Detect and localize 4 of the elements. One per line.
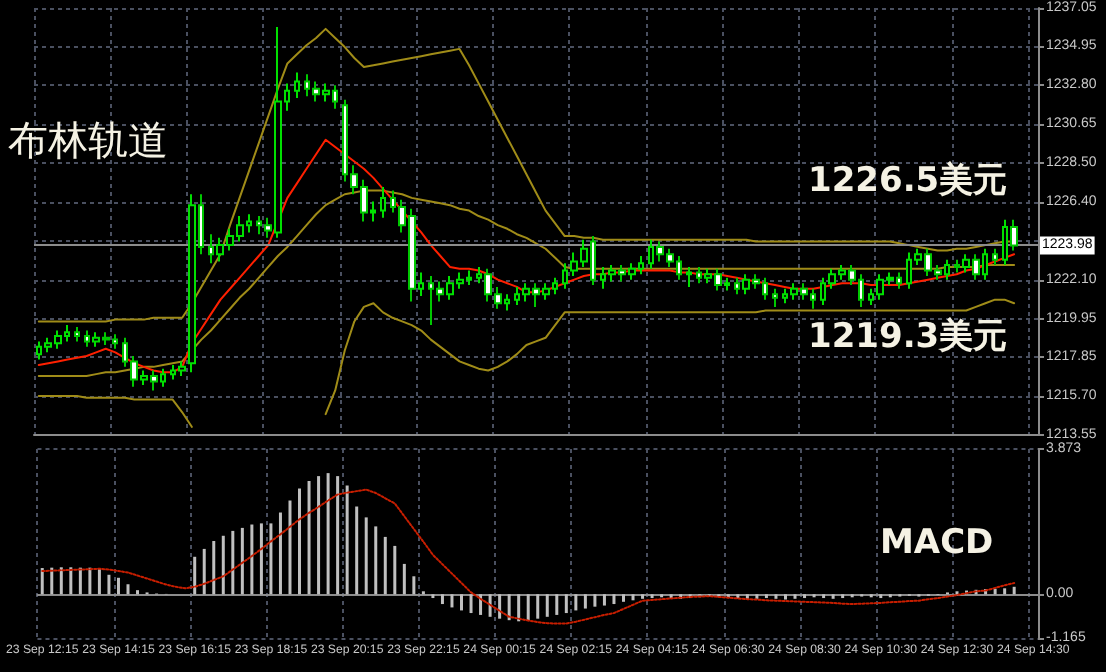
- annotation: 1219.3美元: [808, 317, 1008, 357]
- annotation: 1226.5美元: [808, 161, 1008, 201]
- annotation: 布林轨道: [8, 116, 168, 164]
- annotation: MACD: [880, 523, 994, 563]
